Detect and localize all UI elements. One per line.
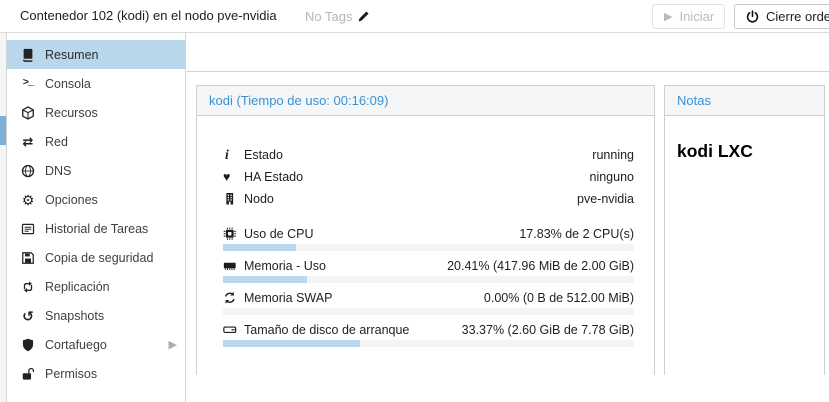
swap-progress-bar bbox=[223, 308, 634, 315]
notes-panel: Notas kodi LXC bbox=[664, 85, 825, 375]
usage-row-swap: Memoria SWAP 0.00% (0 B de 512.00 MiB) bbox=[223, 288, 634, 315]
gear-icon: ⚙ bbox=[21, 191, 35, 208]
status-value: ninguno bbox=[589, 170, 635, 184]
page-title: Contenedor 102 (kodi) en el nodo pve-nvi… bbox=[20, 8, 277, 23]
cpu-icon bbox=[223, 227, 240, 241]
content-area: kodi (Tiempo de uso: 00:16:09) i Estado … bbox=[187, 33, 829, 402]
tags-area: No Tags bbox=[305, 0, 370, 32]
notes-body[interactable]: kodi LXC bbox=[665, 116, 824, 162]
chevron-right-icon: ▶ bbox=[168, 339, 177, 351]
container-status-panel: kodi (Tiempo de uso: 00:16:09) i Estado … bbox=[196, 85, 655, 375]
sidebar-item-replicacion[interactable]: Replicación bbox=[7, 272, 185, 301]
disk-icon bbox=[223, 323, 240, 337]
swap-icon bbox=[223, 291, 240, 305]
shutdown-button[interactable]: Cierre ordenado bbox=[734, 4, 829, 29]
usage-row-disco: Tamaño de disco de arranque 33.37% (2.60… bbox=[223, 320, 634, 347]
sidebar-item-red[interactable]: ⇄ Red bbox=[7, 127, 185, 156]
status-row-estado: i Estado running bbox=[225, 147, 634, 163]
play-icon: ▶ bbox=[664, 11, 673, 23]
memory-progress-bar bbox=[223, 276, 634, 283]
unlock-icon bbox=[20, 367, 36, 381]
shield-icon bbox=[20, 338, 36, 352]
floppy-icon bbox=[20, 251, 36, 265]
start-button[interactable]: ▶ Iniciar bbox=[652, 4, 725, 29]
network-icon: ⇄ bbox=[22, 134, 34, 149]
resource-tree-edge bbox=[0, 33, 7, 402]
pencil-icon[interactable] bbox=[357, 10, 370, 23]
sidebar-item-consola[interactable]: >_ Consola bbox=[7, 69, 185, 98]
memory-progress-fill bbox=[223, 276, 307, 283]
tree-selected-node-sliver bbox=[0, 116, 6, 145]
status-row-nodo: Nodo pve-nvidia bbox=[223, 188, 634, 210]
sidebar-item-historial[interactable]: Historial de Tareas bbox=[7, 214, 185, 243]
usage-section: Uso de CPU 17.83% de 2 CPU(s) Memori bbox=[223, 224, 634, 347]
status-row-ha-estado: ♥ HA Estado ninguno bbox=[223, 169, 635, 184]
status-panel-body: i Estado running ♥ HA Estado ninguno Nod… bbox=[197, 116, 654, 347]
heartbeat-icon: ♥ bbox=[223, 169, 231, 184]
building-icon bbox=[223, 192, 240, 206]
sidebar-item-resumen[interactable]: Resumen bbox=[7, 40, 185, 69]
sidebar-item-opciones[interactable]: ⚙ Opciones bbox=[21, 191, 98, 208]
usage-row-cpu: Uso de CPU 17.83% de 2 CPU(s) bbox=[223, 224, 634, 251]
no-tags-label: No Tags bbox=[305, 8, 353, 24]
globe-icon bbox=[20, 164, 36, 178]
cpu-progress-fill bbox=[223, 244, 297, 251]
sidebar-menu: Resumen >_ Consola Recursos ⇄ Red DNS ⚙ … bbox=[7, 33, 186, 402]
memory-icon bbox=[223, 259, 240, 273]
status-panel-title: kodi (Tiempo de uso: 00:16:09) bbox=[197, 86, 654, 116]
task-list-icon bbox=[20, 222, 36, 236]
notes-content: kodi LXC bbox=[677, 141, 753, 161]
sidebar-item-snapshots[interactable]: ↺ Snapshots bbox=[7, 301, 185, 330]
sidebar-item-dns[interactable]: DNS bbox=[7, 156, 185, 185]
sidebar-item-cortafuego[interactable]: Cortafuego ▶ bbox=[7, 330, 185, 359]
history-icon: ↺ bbox=[22, 307, 34, 324]
status-value: pve-nvidia bbox=[577, 192, 634, 206]
replication-icon bbox=[20, 280, 36, 294]
power-icon bbox=[746, 10, 759, 23]
notes-panel-title: Notas bbox=[665, 86, 824, 116]
top-bar: Contenedor 102 (kodi) en el nodo pve-nvi… bbox=[0, 0, 829, 33]
usage-row-memoria: Memoria - Uso 20.41% (417.96 MiB de 2.00… bbox=[223, 256, 634, 283]
topbar-buttons: ▶ Iniciar Cierre ordenado bbox=[652, 4, 829, 29]
cube-icon bbox=[20, 105, 36, 120]
info-icon: i bbox=[225, 147, 229, 163]
sidebar-item-recursos[interactable]: Recursos bbox=[7, 98, 185, 127]
disk-progress-fill bbox=[223, 340, 361, 347]
content-subtoolbar bbox=[187, 33, 829, 72]
terminal-icon: >_ bbox=[22, 77, 35, 90]
book-icon bbox=[20, 48, 36, 62]
status-value: running bbox=[592, 148, 634, 162]
sidebar-item-permisos[interactable]: Permisos bbox=[7, 359, 185, 388]
sidebar-item-copia-seguridad[interactable]: Copia de seguridad bbox=[7, 243, 185, 272]
cpu-progress-bar bbox=[223, 244, 634, 251]
disk-progress-bar bbox=[223, 340, 634, 347]
